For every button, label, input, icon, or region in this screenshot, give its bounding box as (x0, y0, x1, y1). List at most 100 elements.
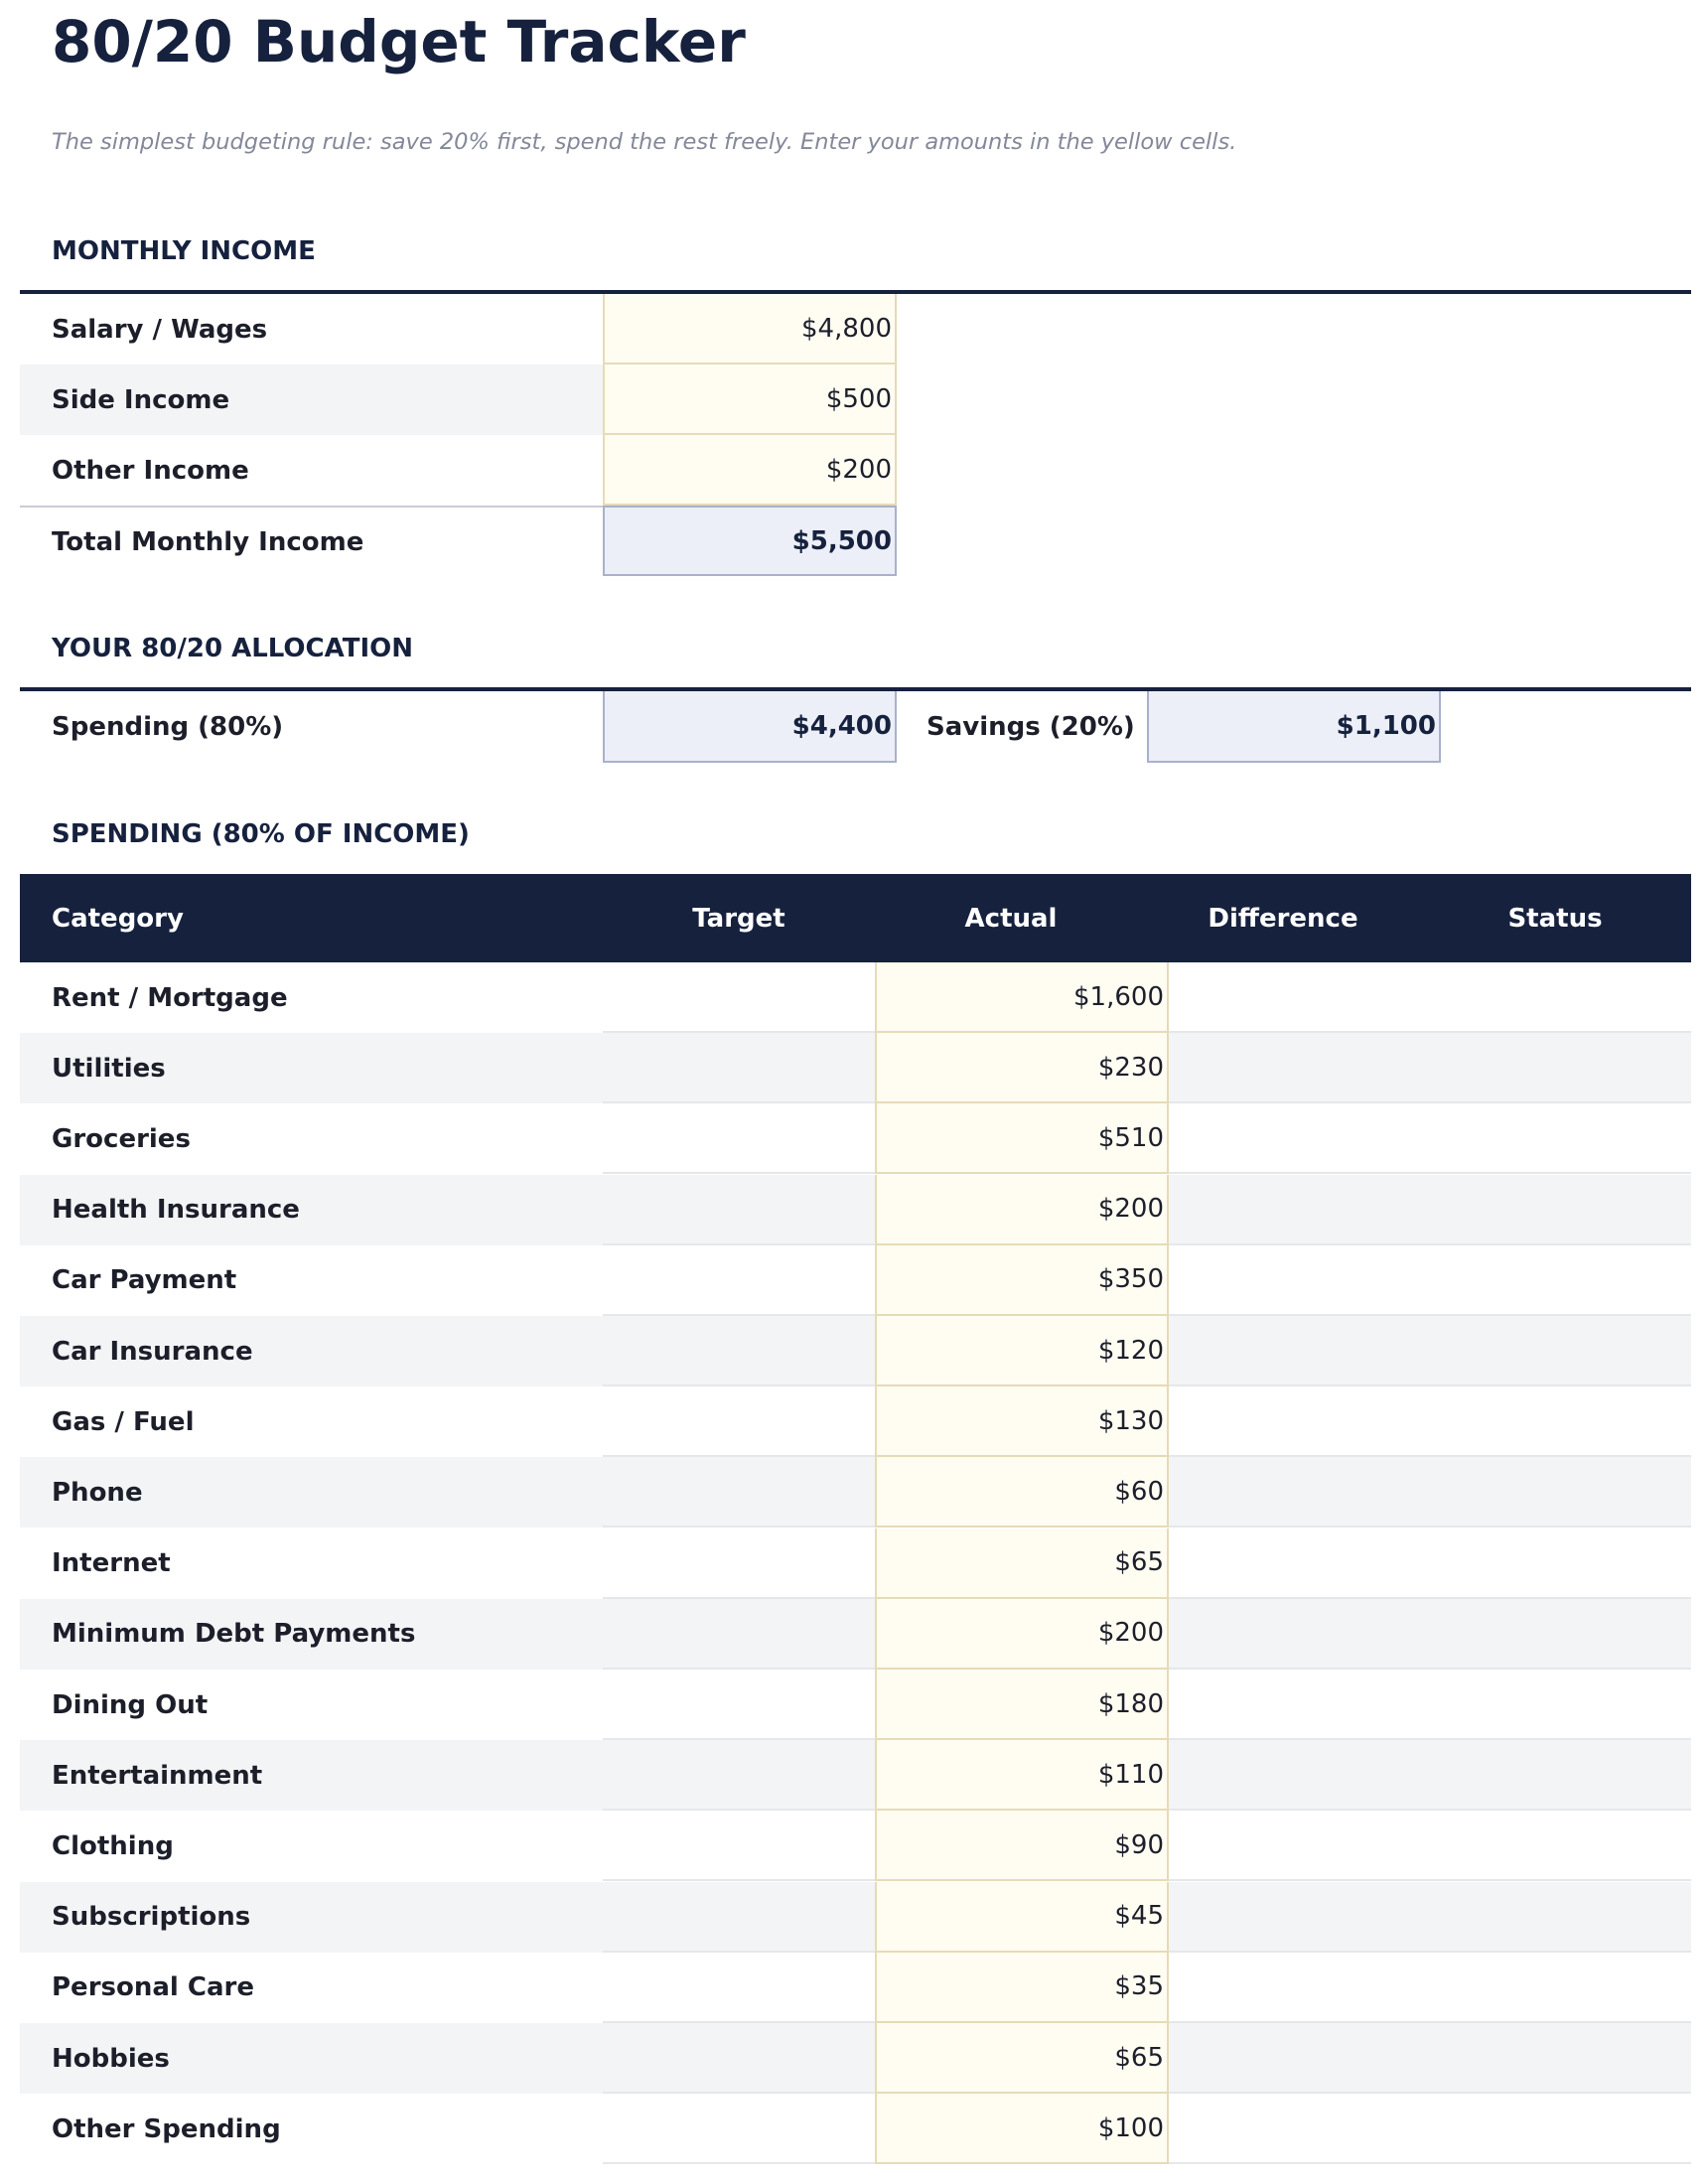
actual-input[interactable]: $1,600 (875, 962, 1169, 1033)
difference-cell (1169, 1386, 1419, 1457)
actual-input[interactable]: $200 (875, 1174, 1169, 1245)
category-cell: Clothing (52, 1830, 174, 1861)
actual-input[interactable]: $65 (875, 2023, 1169, 2094)
income-rule (20, 290, 1691, 294)
savings-allocation-label: Savings (20%) (926, 712, 1135, 742)
difference-cell (1169, 1882, 1419, 1953)
actual-input[interactable]: $200 (875, 1598, 1169, 1670)
difference-cell (1169, 2023, 1419, 2094)
status-cell (1419, 1175, 1691, 1245)
table-row: Health Insurance $200 (20, 1174, 1691, 1245)
category-cell: Phone (52, 1477, 143, 1508)
spending-allocation-value: $4,400 (603, 691, 897, 763)
table-row: Car Payment $350 (20, 1244, 1691, 1316)
status-cell (1419, 1953, 1691, 2023)
side-income-input[interactable]: $500 (603, 364, 897, 435)
table-row: Gas / Fuel $130 (20, 1386, 1691, 1458)
status-cell (1419, 2023, 1691, 2094)
difference-cell (1169, 1457, 1419, 1528)
savings-allocation-value: $1,100 (1147, 691, 1441, 763)
target-cell (603, 1175, 875, 1245)
table-row: Entertainment $110 (20, 1740, 1691, 1812)
category-cell: Car Payment (52, 1265, 237, 1296)
status-cell (1419, 1103, 1691, 1174)
table-row: Dining Out $180 (20, 1670, 1691, 1740)
column-header-actual: Actual (964, 903, 1058, 934)
target-cell (603, 1103, 875, 1174)
actual-input[interactable]: $100 (875, 2094, 1169, 2165)
table-row: Car Insurance $120 (20, 1316, 1691, 1386)
table-row: Other Spending $100 (20, 2094, 1691, 2165)
income-label: Salary / Wages (52, 314, 268, 345)
category-cell: Gas / Fuel (52, 1406, 195, 1437)
page-title: 80/20 Budget Tracker (52, 8, 746, 75)
category-cell: Health Insurance (52, 1195, 300, 1226)
actual-input[interactable]: $90 (875, 1811, 1169, 1882)
target-cell (603, 1811, 875, 1881)
status-cell (1419, 1740, 1691, 1811)
actual-input[interactable]: $35 (875, 1952, 1169, 2023)
difference-cell (1169, 1811, 1419, 1881)
table-row: Minimum Debt Payments $200 (20, 1598, 1691, 1670)
target-cell (603, 2023, 875, 2094)
allocation-heading: YOUR 80/20 ALLOCATION (52, 634, 413, 663)
spending-allocation-label: Spending (80%) (52, 712, 284, 742)
difference-cell (1169, 1953, 1419, 2023)
allocation-rule (20, 687, 1691, 691)
status-cell (1419, 1670, 1691, 1740)
category-cell: Minimum Debt Payments (52, 1619, 416, 1650)
table-row: Groceries $510 (20, 1103, 1691, 1175)
target-cell (603, 1740, 875, 1811)
actual-input[interactable]: $120 (875, 1316, 1169, 1386)
actual-input[interactable]: $60 (875, 1457, 1169, 1529)
actual-input[interactable]: $65 (875, 1528, 1169, 1599)
target-cell (603, 2094, 875, 2164)
target-cell (603, 1670, 875, 1740)
category-cell: Other Spending (52, 2113, 281, 2144)
income-row: Side Income $500 (20, 364, 1691, 435)
table-row: Rent / Mortgage $1,600 (20, 962, 1691, 1033)
status-cell (1419, 1033, 1691, 1103)
income-row: Other Income $200 (20, 435, 1691, 506)
difference-cell (1169, 1599, 1419, 1670)
salary-input[interactable]: $4,800 (603, 294, 897, 364)
category-cell: Internet (52, 1548, 171, 1579)
actual-input[interactable]: $130 (875, 1386, 1169, 1458)
target-cell (603, 1245, 875, 1316)
actual-input[interactable]: $350 (875, 1244, 1169, 1316)
status-cell (1419, 1386, 1691, 1457)
category-cell: Groceries (52, 1123, 191, 1154)
difference-cell (1169, 2094, 1419, 2164)
status-cell (1419, 1811, 1691, 1881)
income-label: Side Income (20, 364, 603, 435)
target-cell (603, 1953, 875, 2023)
status-cell (1419, 962, 1691, 1033)
table-row: Subscriptions $45 (20, 1881, 1691, 1953)
actual-input[interactable]: $180 (875, 1670, 1169, 1740)
target-cell (603, 1033, 875, 1103)
income-total-value: $5,500 (603, 506, 897, 576)
category-cell: Utilities (52, 1053, 166, 1084)
difference-cell (1169, 962, 1419, 1033)
target-cell (603, 1882, 875, 1953)
allocation-row: Spending (80%) $4,400 Savings (20%) $1,1… (20, 691, 1691, 763)
table-row: Personal Care $35 (20, 1952, 1691, 2023)
status-cell (1419, 1457, 1691, 1528)
difference-cell (1169, 1529, 1419, 1599)
column-header-difference: Difference (1208, 903, 1358, 934)
category-cell: Entertainment (52, 1760, 263, 1791)
difference-cell (1169, 1103, 1419, 1174)
income-total-row: Total Monthly Income $5,500 (20, 506, 1691, 576)
actual-input[interactable]: $110 (875, 1740, 1169, 1812)
status-cell (1419, 1882, 1691, 1953)
difference-cell (1169, 1033, 1419, 1103)
difference-cell (1169, 1245, 1419, 1316)
table-row: Phone $60 (20, 1457, 1691, 1529)
actual-input[interactable]: $230 (875, 1033, 1169, 1104)
other-income-input[interactable]: $200 (603, 435, 897, 506)
actual-input[interactable]: $510 (875, 1103, 1169, 1175)
target-cell (603, 1386, 875, 1457)
column-header-status: Status (1507, 903, 1603, 934)
actual-input[interactable]: $45 (875, 1881, 1169, 1953)
status-cell (1419, 1316, 1691, 1386)
